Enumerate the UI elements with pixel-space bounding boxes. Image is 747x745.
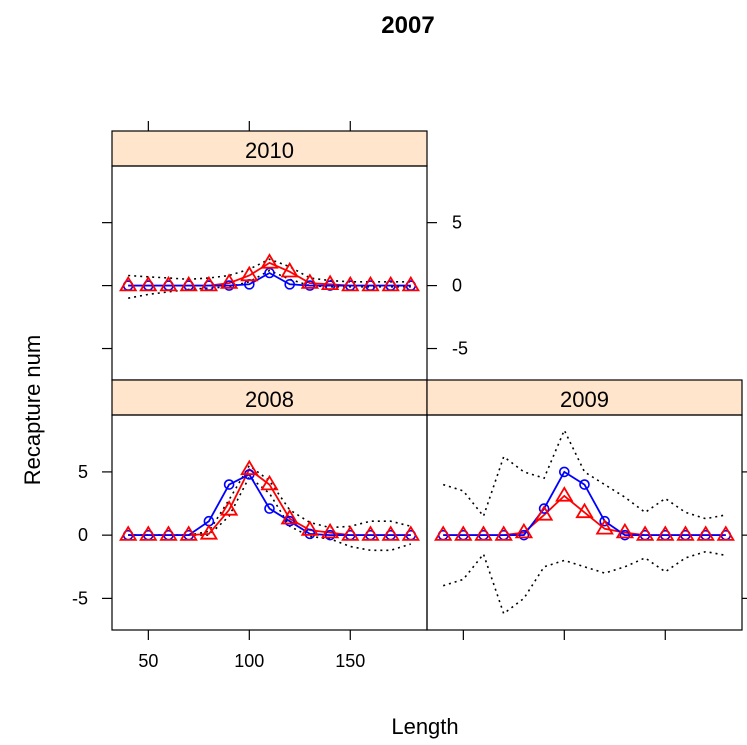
interval-lower-line (442, 550, 726, 615)
predicted-point (381, 275, 400, 292)
predicted-point (260, 474, 279, 491)
predicted-point (119, 275, 138, 292)
predicted-point (300, 520, 320, 536)
predicted-point (514, 522, 534, 539)
predicted-point (159, 275, 178, 292)
observed-line (443, 470, 726, 536)
y-tick-label: 0 (452, 276, 462, 296)
predicted-point (474, 525, 493, 541)
predicted-line (128, 468, 411, 536)
predicted-point (139, 275, 158, 292)
chart-title: 2007 (381, 12, 434, 39)
predicted-point (454, 525, 473, 541)
predicted-point (260, 253, 279, 269)
observed-point (538, 503, 550, 514)
predicted-point (575, 502, 594, 519)
strip-label: 2010 (245, 138, 294, 163)
predicted-point (240, 265, 259, 282)
predicted-point (401, 275, 420, 292)
observed-line (128, 473, 411, 536)
x-axis-title: Length (391, 714, 458, 739)
y-tick-label: 5 (452, 213, 462, 233)
predicted-point (696, 525, 715, 541)
predicted-point (119, 525, 138, 541)
predicted-point (595, 519, 614, 535)
predicted-point (280, 261, 299, 278)
predicted-point (401, 525, 420, 541)
strip (111, 130, 428, 167)
predicted-point (159, 525, 178, 541)
predicted-point (280, 508, 299, 525)
predicted-point (219, 500, 239, 516)
observed-point (223, 479, 235, 490)
predicted-point (656, 525, 675, 541)
predicted-point (381, 525, 400, 541)
observed-point (284, 279, 295, 290)
predicted-point (300, 273, 320, 289)
observed-point (579, 479, 590, 490)
strip (426, 379, 743, 416)
observed-point (304, 280, 316, 291)
observed-point (518, 529, 530, 541)
predicted-point (434, 525, 453, 541)
predicted-point (635, 525, 655, 541)
observed-point (284, 515, 295, 527)
observed-point (619, 529, 631, 541)
predicted-point (361, 275, 380, 292)
predicted-point (199, 275, 219, 292)
predicted-point (341, 275, 360, 292)
interval-upper-line (128, 258, 411, 283)
strip-label: 2008 (245, 387, 294, 412)
predicted-point (555, 486, 574, 502)
predicted-point (534, 505, 554, 521)
predicted-point (199, 524, 219, 540)
y-tick-label: 0 (78, 525, 88, 545)
observed-point (223, 280, 235, 291)
predicted-point (341, 525, 360, 541)
y-tick-label: -5 (72, 588, 88, 608)
predicted-point (615, 522, 635, 539)
observed-point (324, 529, 336, 541)
predicted-point (320, 274, 340, 291)
x-tick-label: 50 (138, 651, 158, 671)
observed-point (304, 528, 316, 540)
x-tick-label: 100 (234, 651, 264, 671)
strip (111, 379, 428, 416)
predicted-point (716, 525, 735, 541)
predicted-point (676, 525, 695, 541)
predicted-point (179, 275, 198, 292)
predicted-point (320, 522, 340, 539)
predicted-point (494, 525, 513, 541)
observed-point (264, 503, 275, 514)
panel-2008: 2008 -5 0 5 50 100 150 (72, 379, 428, 671)
panel-2009: 2009 (426, 379, 747, 640)
predicted-point (139, 525, 158, 541)
predicted-point (240, 459, 259, 476)
y-tick-label: 5 (78, 462, 88, 482)
panels: 2010 -5 0 5 2008 -5 0 5 50 100 150 2009 (72, 121, 747, 671)
predicted-point (361, 525, 380, 541)
predicted-point (219, 273, 239, 289)
plot-frame (111, 414, 428, 631)
x-tick-label: 150 (335, 651, 365, 671)
strip-label: 2009 (560, 387, 609, 412)
predicted-point (179, 525, 198, 541)
panel-2010: 2010 -5 0 5 (102, 121, 468, 381)
interval-lower-line (128, 475, 412, 552)
observed-point (599, 515, 610, 527)
y-tick-label: -5 (452, 339, 468, 359)
y-axis-title: Recapture num (20, 335, 45, 485)
plot-frame (426, 414, 743, 631)
observed-point (559, 466, 570, 478)
observed-line (128, 271, 411, 287)
interval-lower-line (128, 269, 411, 299)
